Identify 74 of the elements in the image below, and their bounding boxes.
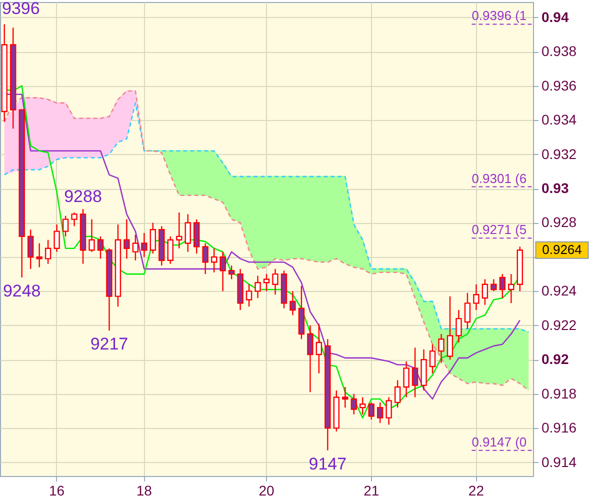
candlestick: [429, 344, 436, 374]
candlestick: [254, 275, 261, 299]
candlestick: [202, 242, 208, 275]
candlestick: [342, 386, 348, 408]
candlestick: [316, 323, 322, 374]
candlestick: [220, 251, 226, 292]
candlestick: [350, 393, 357, 415]
candlestick: [263, 273, 270, 292]
candlestick: [210, 248, 218, 273]
candlestick: [508, 273, 514, 304]
x-tick-label: 16: [49, 482, 65, 497]
y-tick-label: 0.922: [542, 316, 577, 333]
candlestick: [71, 212, 78, 227]
y-tick-label: 0.916: [542, 420, 577, 436]
candlestick: [412, 347, 418, 398]
candlestick: [499, 273, 506, 299]
annotation: 9288: [64, 187, 102, 206]
candlestick: [394, 380, 401, 408]
ref-line-label: 0.9271 (5: [472, 222, 527, 238]
candlestick: [36, 242, 42, 268]
y-tick-label: 0.928: [542, 214, 577, 230]
y-tick-label: 0.938: [542, 43, 577, 60]
candlestick: [62, 215, 69, 238]
candlestick: [464, 292, 471, 330]
x-tick-label: 20: [258, 482, 274, 497]
candlestick: [403, 360, 410, 398]
candlestick: [307, 324, 314, 393]
candlestick: [446, 296, 454, 360]
ref-line-label: 0.9396 (1: [472, 8, 527, 24]
candlestick: [228, 264, 235, 280]
x-tick-label: 18: [136, 482, 152, 497]
x-tick-label: 21: [364, 482, 380, 497]
candlestick: [54, 224, 60, 252]
candlestick: [438, 333, 444, 364]
candlestick: [194, 218, 200, 254]
annotation: 9396: [2, 0, 40, 18]
ref-line-label: 0.9147 (0: [472, 434, 527, 450]
candlestick: [124, 218, 130, 260]
candlestick: [490, 278, 497, 292]
ref-line-label: 0.9301 (6: [472, 170, 527, 186]
candlestick: [290, 290, 296, 316]
text: 0.9264: [542, 242, 582, 258]
y-tick-label: 0.94: [542, 8, 569, 25]
candlestick: [132, 234, 139, 261]
candlestick: [482, 278, 488, 306]
candlestick: [88, 218, 95, 252]
candlestick: [97, 236, 104, 260]
candlestick: [456, 309, 462, 344]
candlestick: [368, 402, 374, 420]
candlestick: [141, 232, 148, 258]
candlestick: [167, 236, 174, 264]
candlestick: [246, 284, 252, 308]
y-tick-label: 0.914: [542, 454, 577, 470]
candlestick: [176, 212, 182, 250]
candlestick: [184, 214, 191, 252]
y-tick-label: 0.93: [542, 180, 569, 196]
candlestick: [272, 268, 278, 296]
candlestick: [386, 396, 392, 426]
candlestick: [44, 239, 52, 264]
candlestick: [27, 228, 34, 270]
annotation: 9147: [308, 454, 347, 474]
annotation: 9217: [90, 334, 128, 354]
y-tick-label: 0.92: [542, 351, 569, 368]
candlestick: [360, 396, 366, 415]
y-tick-label: 0.934: [542, 112, 577, 128]
y-tick-label: 0.918: [542, 385, 577, 402]
candlestick: [150, 222, 156, 254]
y-tick-label: 0.924: [542, 282, 577, 299]
candlestick: [376, 402, 384, 424]
y-tick-label: 0.936: [542, 77, 577, 94]
x-tick-label: 22: [468, 482, 484, 497]
annotation: 9248: [2, 282, 41, 300]
y-tick-label: 0.932: [542, 146, 577, 162]
candlestick: [473, 284, 480, 311]
